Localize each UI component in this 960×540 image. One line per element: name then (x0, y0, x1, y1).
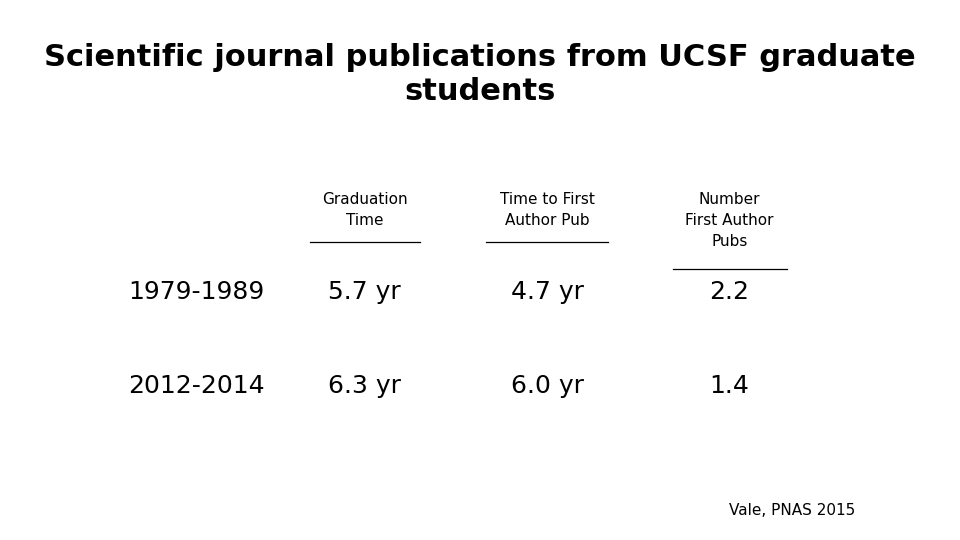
Text: 6.3 yr: 6.3 yr (328, 374, 401, 398)
Text: 5.7 yr: 5.7 yr (328, 280, 401, 303)
Text: Number
First Author
Pubs: Number First Author Pubs (685, 192, 774, 249)
Text: 6.0 yr: 6.0 yr (511, 374, 584, 398)
Text: 2012-2014: 2012-2014 (129, 374, 265, 398)
Text: 2.2: 2.2 (709, 280, 750, 303)
Text: Vale, PNAS 2015: Vale, PNAS 2015 (729, 503, 855, 518)
Text: 4.7 yr: 4.7 yr (511, 280, 584, 303)
Text: 1.4: 1.4 (709, 374, 750, 398)
Text: Scientific journal publications from UCSF graduate
students: Scientific journal publications from UCS… (44, 43, 916, 106)
Text: 1979-1989: 1979-1989 (129, 280, 265, 303)
Text: Graduation
Time: Graduation Time (322, 192, 408, 228)
Text: Time to First
Author Pub: Time to First Author Pub (500, 192, 594, 228)
